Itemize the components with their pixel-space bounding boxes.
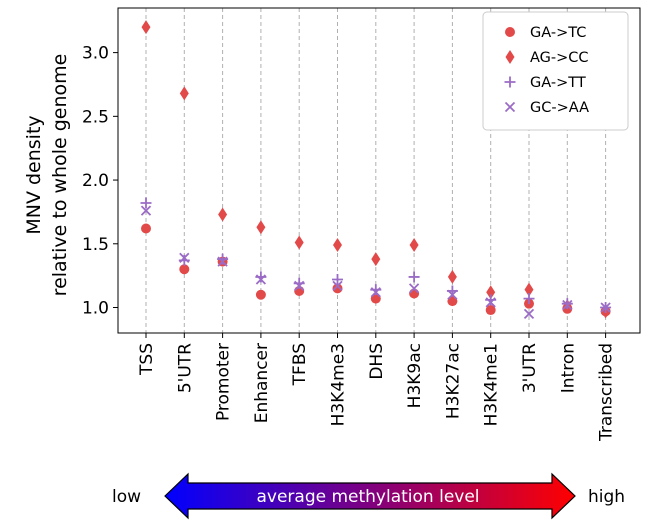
y-tick-label: 1.5 [82, 235, 109, 255]
y-tick-label: 1.0 [82, 299, 109, 319]
methylation-annotation: low average methylation level high [112, 472, 625, 520]
data-point-plus [178, 254, 190, 266]
data-point-circle [370, 293, 381, 304]
data-point-diamond [409, 238, 419, 253]
x-tick-label: H3K27ac [443, 343, 463, 419]
legend-marker-circle [505, 27, 515, 37]
x-tick-label: H3K4me1 [482, 343, 502, 426]
data-point-plus [408, 271, 420, 283]
data-point-x [523, 308, 535, 320]
x-tick-label: 3'UTR [520, 343, 540, 393]
legend-label: GC->AA [530, 100, 589, 116]
data-point-circle [255, 289, 266, 300]
y-axis-ticks: 1.0 1.5 2.0 2.5 3.0 [82, 44, 118, 319]
legend-marker-x [504, 101, 516, 113]
legend-label: GA->TT [530, 75, 586, 91]
x-tick-label: TSS [137, 343, 157, 376]
x-tick-label: Intron [558, 343, 578, 393]
data-point-circle [141, 223, 151, 234]
y-tick-label: 2.5 [82, 107, 109, 127]
plot-frame [117, 7, 641, 334]
data-point-x [370, 287, 381, 298]
data-point-x [294, 280, 305, 291]
data-point-circle [485, 305, 496, 316]
legend-box [482, 11, 629, 131]
data-point-x [485, 297, 496, 308]
data-point-plus [523, 293, 535, 305]
data-point-circle [179, 264, 190, 275]
high-label: high [588, 487, 625, 507]
y-axis-label-line1: MNV density [23, 115, 45, 234]
methylation-arrow-label: average methylation level [256, 487, 479, 507]
data-point-plus [561, 298, 573, 310]
legend-label: AG->CC [530, 50, 589, 66]
low-label: low [112, 487, 141, 507]
data-point-diamond [371, 252, 381, 267]
data-point-diamond [141, 20, 151, 35]
y-tick-label: 3.0 [82, 44, 109, 64]
data-point-plus [140, 197, 152, 209]
x-tick-label: TFBS [290, 343, 310, 386]
x-tick-label: Enhancer [252, 343, 272, 423]
y-tick-label: 2.0 [82, 171, 109, 191]
data-point-x [600, 302, 611, 313]
x-tick-label: H3K4me3 [329, 343, 349, 426]
legend-label: GA->TC [530, 25, 586, 41]
data-point-x [447, 289, 458, 300]
data-points [140, 20, 612, 320]
legend-marker-diamond [505, 50, 515, 64]
data-point-circle [332, 283, 343, 294]
legend-marker-plus [504, 76, 516, 88]
y-axis-label: MNV density relative to whole genome [23, 54, 71, 297]
data-point-x [408, 283, 420, 294]
data-point-plus [293, 277, 305, 289]
data-point-x [140, 205, 152, 216]
gridlines [145, 8, 607, 333]
x-tick-label: H3K9ac [405, 343, 425, 408]
data-point-diamond [294, 235, 304, 250]
data-point-diamond [256, 220, 266, 235]
data-point-diamond [486, 285, 496, 300]
data-point-circle [447, 296, 458, 307]
y-axis-label-line2: relative to whole genome [49, 54, 71, 297]
data-point-diamond [179, 86, 189, 101]
data-point-diamond [524, 282, 534, 297]
legend: GA->TC AG->CC GA->TT GC->AA [482, 11, 629, 131]
data-point-circle [409, 288, 420, 299]
data-point-x [255, 274, 267, 285]
data-point-diamond [333, 238, 342, 253]
data-point-x [332, 280, 343, 291]
data-point-diamond [218, 207, 228, 222]
data-point-plus [370, 284, 382, 296]
data-point-x [179, 252, 190, 263]
methylation-gradient-arrow [164, 472, 576, 520]
data-point-x [217, 256, 228, 267]
x-tick-label: DHS [367, 343, 387, 380]
x-tick-label: 5'UTR [175, 343, 195, 393]
data-point-plus [255, 271, 267, 283]
data-point-plus [332, 273, 343, 285]
data-point-x [562, 299, 573, 311]
x-tick-label: Transcribed [597, 343, 617, 442]
x-axis-ticks: TSS 5'UTR Promoter Enhancer TFBS H3K4me3 DHS H3… [137, 333, 617, 442]
x-tick-label: Promoter [214, 343, 234, 421]
data-point-diamond [447, 269, 457, 284]
data-point-plus [485, 294, 497, 306]
